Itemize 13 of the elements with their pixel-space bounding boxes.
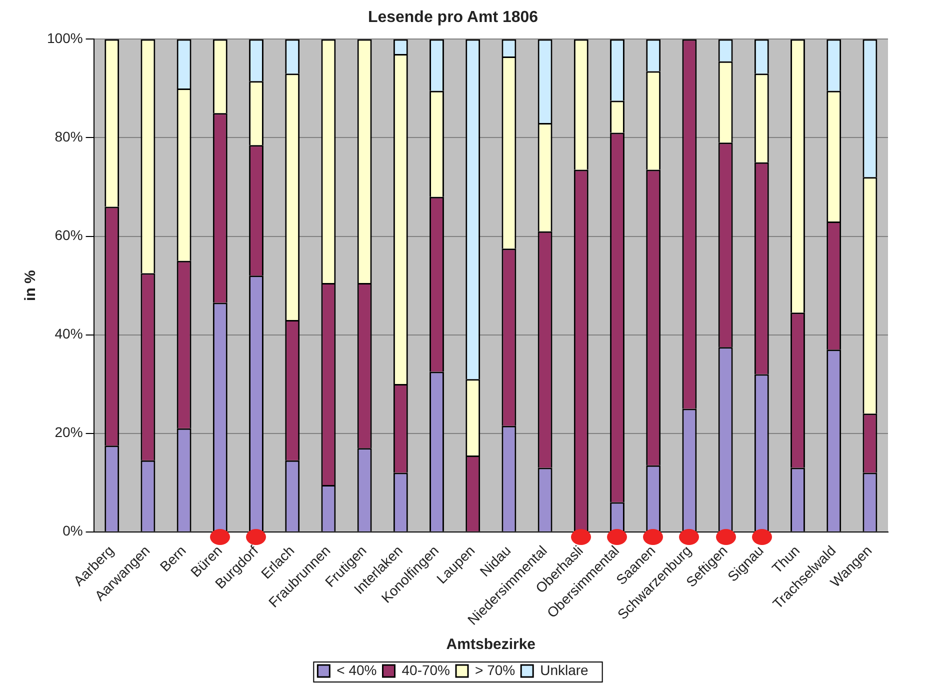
y-tick-label: 0%: [62, 522, 83, 539]
y-axis-title: in %: [22, 270, 40, 301]
legend-label: < 40%: [336, 662, 377, 678]
legend-label: Unklare: [540, 662, 589, 678]
y-tick-label: 20%: [54, 424, 83, 440]
legend-label: 40-70%: [402, 662, 450, 678]
y-tick-label: 100%: [46, 30, 83, 46]
y-tick-label: 40%: [54, 326, 83, 342]
y-tick-label: 60%: [54, 227, 83, 244]
chart-title: Lesende pro Amt 1806: [368, 9, 538, 26]
legend-label: > 70%: [475, 662, 516, 678]
y-tick-label: 80%: [54, 128, 83, 145]
x-axis-title: Amtsbezirke: [446, 636, 536, 654]
